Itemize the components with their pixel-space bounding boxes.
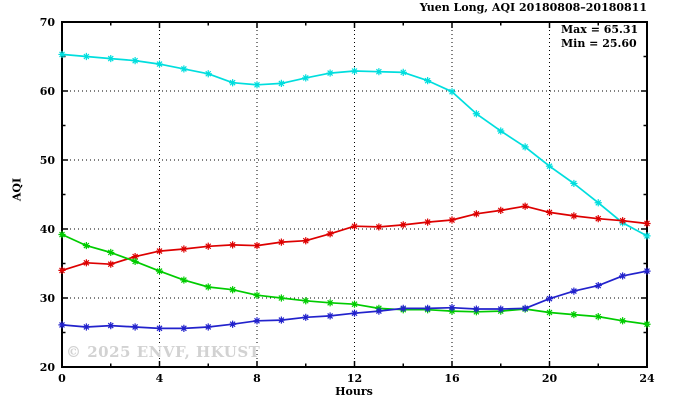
min-value-label: Min = 25.60	[561, 37, 637, 50]
cyan-series-markers	[58, 50, 651, 240]
x-tick-label: 4	[156, 372, 164, 385]
stats-annotation: Max = 65.31 Min = 25.60	[561, 23, 638, 51]
x-tick-label: 20	[542, 372, 558, 385]
x-tick-label: 0	[58, 372, 66, 385]
chart-title: Yuen Long, AQI 20180808–20180811	[419, 1, 647, 14]
y-tick-label: 30	[40, 292, 56, 305]
red-series-markers	[58, 202, 651, 274]
x-axis-label: Hours	[335, 385, 373, 398]
y-tick-label: 70	[40, 16, 56, 29]
y-tick-label: 60	[40, 85, 56, 98]
x-tick-label: 16	[444, 372, 460, 385]
x-tick-label: 24	[639, 372, 655, 385]
watermark-text: © 2025 ENVF, HKUST	[66, 343, 261, 361]
cyan-series-line	[61, 53, 648, 237]
y-tick-label: 50	[40, 154, 56, 167]
x-tick-label: 12	[347, 372, 362, 385]
x-tick-label: 8	[253, 372, 261, 385]
max-value-label: Max = 65.31	[561, 23, 639, 36]
blue-series-line	[61, 270, 648, 330]
y-tick-label: 40	[40, 223, 56, 236]
y-axis-label: AQI	[10, 177, 24, 202]
blue-series-markers	[58, 267, 651, 332]
y-tick-label: 20	[40, 361, 56, 374]
